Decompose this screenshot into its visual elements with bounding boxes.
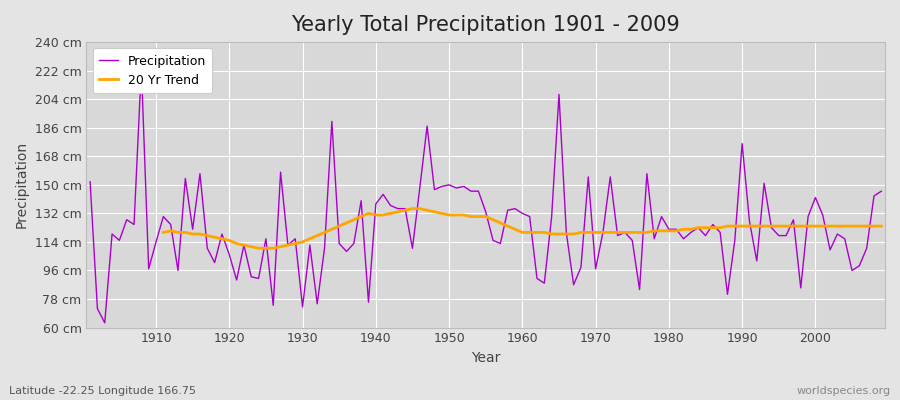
Precipitation	[320, 246, 330, 251]
Y-axis label: Precipitation: Precipitation	[15, 141, 29, 228]
Precipitation	[532, 276, 543, 281]
20 Yr Trend	[532, 230, 543, 235]
20 Yr Trend	[385, 211, 396, 216]
Precipitation	[619, 230, 630, 235]
Precipitation	[158, 214, 168, 219]
Title: Yearly Total Precipitation 1901 - 2009: Yearly Total Precipitation 1901 - 2009	[292, 15, 680, 35]
20 Yr Trend	[158, 230, 168, 235]
Line: 20 Yr Trend: 20 Yr Trend	[163, 209, 881, 248]
20 Yr Trend	[407, 206, 418, 211]
Precipitation	[525, 214, 535, 219]
20 Yr Trend	[253, 246, 264, 251]
20 Yr Trend	[737, 224, 748, 228]
20 Yr Trend	[554, 232, 564, 236]
20 Yr Trend	[876, 224, 886, 228]
20 Yr Trend	[356, 214, 366, 219]
Text: worldspecies.org: worldspecies.org	[796, 386, 891, 396]
20 Yr Trend	[334, 224, 345, 228]
Text: Latitude -22.25 Longitude 166.75: Latitude -22.25 Longitude 166.75	[9, 386, 196, 396]
Precipitation	[136, 65, 147, 70]
Precipitation	[85, 179, 95, 184]
Line: Precipitation: Precipitation	[90, 68, 881, 323]
Precipitation	[99, 320, 110, 325]
Precipitation	[876, 189, 886, 194]
X-axis label: Year: Year	[471, 351, 500, 365]
Legend: Precipitation, 20 Yr Trend: Precipitation, 20 Yr Trend	[93, 48, 212, 93]
Precipitation	[363, 300, 374, 305]
